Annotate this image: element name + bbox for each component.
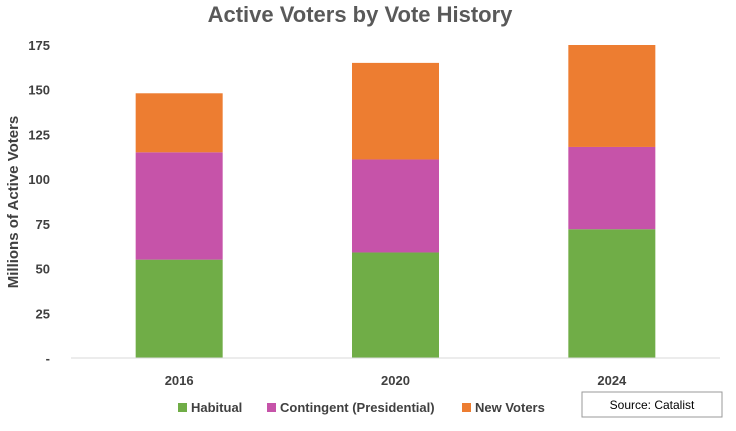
source-box-border	[581, 391, 723, 418]
x-tick-label: 2024	[597, 373, 627, 388]
bar-2016-new-voters	[135, 93, 223, 153]
bar-2020-contingent-presidential	[352, 159, 439, 253]
bar-2020-new-voters	[352, 62, 439, 160]
y-tick-label: 50	[36, 262, 50, 277]
chart-title: Active Voters by Vote History	[208, 2, 514, 27]
y-tick-label: 75	[36, 217, 50, 232]
bar-2024-contingent-presidential	[568, 146, 656, 230]
y-tick-label: 175	[28, 38, 50, 53]
legend-label: Contingent (Presidential)	[280, 400, 435, 415]
bars	[135, 45, 656, 358]
legend-swatch	[267, 403, 276, 412]
source-label: Source: Catalist	[610, 398, 695, 412]
legend: Habitual Contingent (Presidential) New Vot…	[178, 400, 545, 415]
bar-2016-contingent-presidential	[135, 152, 223, 260]
legend-label: New Voters	[475, 400, 545, 415]
x-axis-ticks: 2016 2020 2024	[165, 373, 627, 388]
bar-2024-new-voters	[568, 45, 656, 147]
y-tick-label: 100	[28, 172, 50, 187]
legend-swatch	[178, 403, 187, 412]
y-axis-ticks: - 25 50 75 100 125 150 175	[28, 38, 50, 366]
legend-label: Habitual	[191, 400, 242, 415]
y-axis-label: Millions of Active Voters	[5, 116, 22, 289]
bar-2020-habitual	[352, 252, 439, 358]
y-tick-label: 25	[36, 306, 50, 321]
source-box: Source: Catalist	[581, 391, 723, 418]
y-tick-label: -	[46, 351, 50, 366]
bar-2024-habitual	[568, 229, 656, 358]
y-tick-label: 125	[28, 127, 50, 142]
y-tick-label: 150	[28, 83, 50, 98]
x-tick-label: 2020	[381, 373, 410, 388]
bar-2016-habitual	[135, 259, 223, 358]
legend-swatch	[462, 403, 471, 412]
x-tick-label: 2016	[165, 373, 194, 388]
